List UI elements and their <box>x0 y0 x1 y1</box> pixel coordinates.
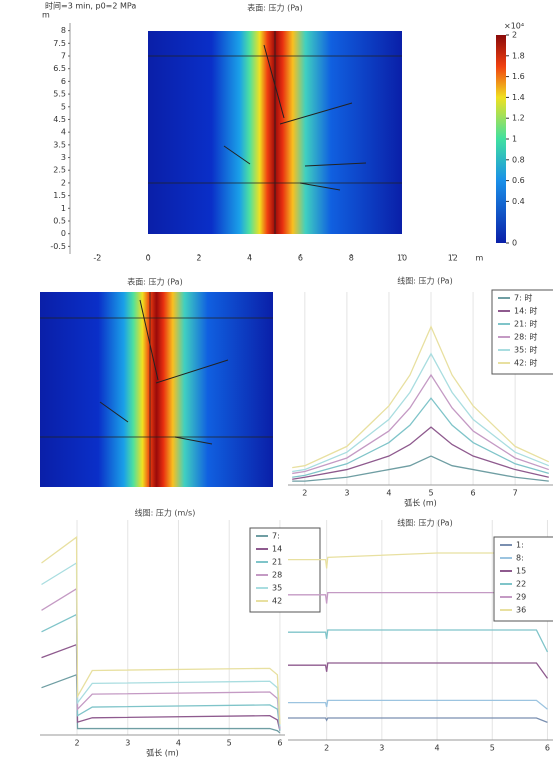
x-tick-label: 2 <box>196 254 201 263</box>
x-tick-label: 4 <box>176 739 181 748</box>
legend-label: 14 <box>272 545 282 554</box>
colorbar-tick-label: 1.2 <box>512 114 525 123</box>
chart-title: 表面: 压力 (Pa) <box>127 277 182 287</box>
x-tick-label: 2 <box>302 489 307 498</box>
colorbar-tick-label: 1.6 <box>512 72 525 81</box>
y-tick-label: 5.5 <box>53 90 66 99</box>
legend-box <box>249 527 321 613</box>
y-tick-label: 4.5 <box>53 115 66 124</box>
x-tick-label: 0 <box>146 254 151 263</box>
x-tick-label: 5 <box>227 739 232 748</box>
legend-label: 28: 时 <box>514 332 537 342</box>
x-tick-label: 3 <box>379 744 384 753</box>
x-tick-label: 4 <box>435 744 440 753</box>
legend-box <box>491 289 553 375</box>
series-line <box>292 325 550 469</box>
field-2 <box>40 292 273 487</box>
colorbar-label: ×10⁴ <box>504 22 524 31</box>
legend-label: 35: 时 <box>514 345 537 355</box>
y-tick-label: 0 <box>61 229 66 238</box>
legend-label: 28 <box>272 571 282 580</box>
y-tick-label: 2 <box>61 178 66 187</box>
legend-label: 7: 时 <box>514 293 532 303</box>
legend-label: 8: <box>516 554 524 563</box>
y-tick-label: 7 <box>61 52 66 61</box>
y-tick-label: 1.5 <box>53 191 66 200</box>
x-tick-label: 2 <box>324 744 329 753</box>
x-tick-label: 6 <box>545 744 550 753</box>
chart-title: 表面: 压力 (Pa) <box>247 3 302 13</box>
legend-box <box>493 536 553 622</box>
y-tick-label: -0.5 <box>50 242 66 251</box>
y-tick-label: 6 <box>61 77 66 86</box>
y-tick-label: 2.5 <box>53 166 66 175</box>
y-tick-label: 3 <box>61 153 66 162</box>
y-tick-label: 7.5 <box>53 39 66 48</box>
series-line <box>292 373 550 475</box>
chart-title: 线图: 压力 (Pa) <box>397 518 452 528</box>
x-tick-label: 12 <box>448 254 458 263</box>
field-1 <box>148 31 402 234</box>
legend-label: 14: 时 <box>514 306 537 316</box>
series-line <box>292 397 549 478</box>
colorbar-tick-label: 0 <box>512 239 517 248</box>
y-tick-label: 0.5 <box>53 217 66 226</box>
series-line <box>288 629 549 653</box>
x-tick-label: -2 <box>93 254 101 263</box>
legend-label: 15 <box>516 567 526 576</box>
legend-label: 42: 时 <box>514 358 537 368</box>
x-unit: m <box>476 254 484 263</box>
series-line <box>288 662 549 679</box>
y-tick-label: 8 <box>61 26 66 35</box>
legend-label: 29 <box>516 593 526 602</box>
colorbar-tick-label: 0.8 <box>512 155 525 164</box>
x-tick-label: 6 <box>277 739 282 748</box>
x-tick-label: 6 <box>298 254 303 263</box>
series-line <box>292 426 549 480</box>
x-tick-label: 2 <box>74 739 79 748</box>
y-unit: m <box>42 11 50 20</box>
colorbar <box>496 35 506 243</box>
x-tick-label: 4 <box>386 489 391 498</box>
series-line <box>41 535 281 725</box>
series-line <box>288 717 548 724</box>
x-axis-label: 弧长 (m) <box>146 748 179 758</box>
y-tick-label: 3.5 <box>53 140 66 149</box>
y-tick-label: 1 <box>61 204 66 213</box>
chart-title: 线图: 压力 (Pa) <box>397 276 452 286</box>
y-tick-label: 5 <box>61 102 66 111</box>
subtitle: 时间=3 min, p0=2 MPa <box>45 1 136 11</box>
legend-label: 1: <box>516 541 524 550</box>
colorbar-tick-label: 1 <box>512 135 517 144</box>
colorbar-tick-label: 1.4 <box>512 93 525 102</box>
legend-label: 36 <box>516 606 526 615</box>
colorbar-tick-label: 0.4 <box>512 197 525 206</box>
legend-label: 7: <box>272 532 280 541</box>
x-tick-label: 10 <box>397 254 407 263</box>
legend-label: 42 <box>272 597 282 606</box>
x-tick-label: 5 <box>490 744 495 753</box>
legend-label: 35 <box>272 584 282 593</box>
chart-title: 线图: 压力 (m/s) <box>135 508 196 518</box>
colorbar-tick-label: 2 <box>512 31 517 40</box>
y-tick-label: 4 <box>61 128 66 137</box>
x-tick-label: 5 <box>428 489 433 498</box>
x-axis-label: 弧长 (m) <box>404 498 437 508</box>
series-line <box>292 352 550 473</box>
legend-label: 21 <box>272 558 282 567</box>
legend-label: 22 <box>516 580 526 589</box>
x-tick-label: 3 <box>125 739 130 748</box>
colorbar-tick-label: 1.8 <box>512 51 525 60</box>
x-tick-label: 4 <box>247 254 252 263</box>
x-tick-label: 7 <box>513 489 518 498</box>
x-tick-label: 3 <box>344 489 349 498</box>
y-tick-label: 6.5 <box>53 64 66 73</box>
x-tick-label: 6 <box>471 489 476 498</box>
x-tick-label: 8 <box>349 254 354 263</box>
colorbar-tick-label: 0.6 <box>512 176 525 185</box>
series-line <box>292 455 549 482</box>
legend-label: 21: 时 <box>514 319 537 329</box>
series-line <box>288 699 548 710</box>
